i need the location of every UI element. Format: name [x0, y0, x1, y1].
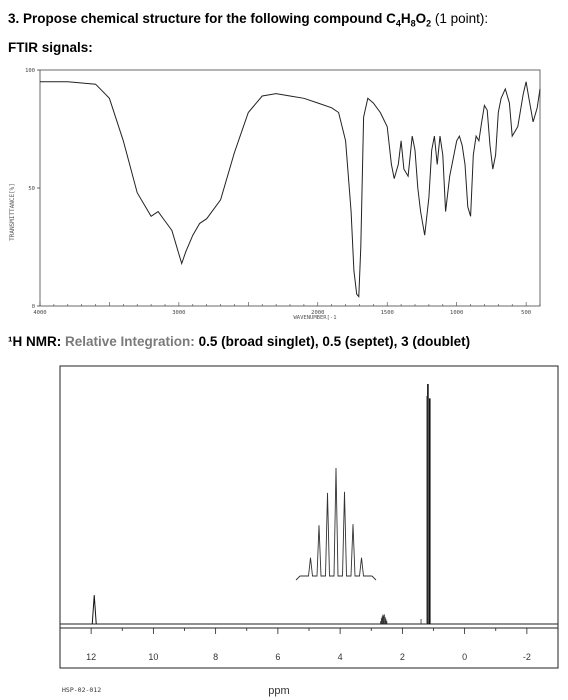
nmr-label-prefix: ¹H NMR: — [8, 334, 62, 349]
ftir-y-tick-label: 100 — [25, 68, 35, 74]
question-points: (1 point): — [434, 11, 489, 26]
nmr-axis-box — [59, 627, 559, 669]
nmr-x-tick-label: 4 — [338, 652, 343, 662]
ftir-x-tick-label: 4000 — [33, 310, 46, 316]
nmr-peak-septet — [380, 614, 388, 624]
nmr-plot-frame — [59, 365, 559, 629]
nmr-peak-broad-singlet — [91, 595, 97, 625]
nmr-x-tick-label: 10 — [148, 652, 158, 662]
question-text: Propose chemical structure for the follo… — [23, 11, 387, 26]
ftir-x-tick-label: 3000 — [172, 310, 185, 316]
question-title: 3. Propose chemical structure for the fo… — [8, 10, 564, 33]
formula: C4H8O2 — [386, 11, 432, 29]
ftir-y-tick-label: 0 — [32, 304, 35, 310]
nmr-label-integration: Relative Integration: — [65, 334, 195, 349]
nmr-x-tick-label: -2 — [523, 652, 531, 662]
nmr-x-tick-label: 8 — [213, 652, 218, 662]
nmr-spectrum-id: HSP-02-012 — [62, 686, 101, 694]
nmr-x-axis-label: ppm — [268, 685, 289, 697]
ftir-y-tick-label: 50 — [28, 186, 35, 192]
nmr-x-tick-label: 0 — [462, 652, 467, 662]
question-number: 3. — [8, 11, 20, 26]
nmr-x-tick-label: 6 — [275, 652, 280, 662]
nmr-spectrum-chart: 12 10 8 6 4 2 0 -2 ppm HSP-02-012 — [59, 365, 559, 697]
nmr-septet-inset-trace — [300, 467, 372, 577]
nmr-septet-inset — [295, 467, 377, 581]
nmr-section-label: ¹H NMR: Relative Integration: 0.5 (broad… — [8, 334, 470, 349]
nmr-septet-inset-ends — [295, 575, 377, 581]
nmr-x-tick-label: 2 — [400, 652, 405, 662]
nmr-label-values: 0.5 (broad singlet), 0.5 (septet), 3 (do… — [198, 334, 471, 349]
ftir-x-tick-label: 1500 — [381, 310, 394, 316]
ftir-y-axis-label: TRANSMITTANCE[%] — [9, 183, 16, 241]
ftir-x-axis-label: WAVENUMBER[-1 — [293, 315, 336, 321]
ftir-x-tick-label: 500 — [521, 310, 531, 316]
ftir-spectrum-chart: TRANSMITTANCE[%] WAVENUMBER[-1 100500400… — [9, 68, 541, 321]
ftir-x-tick-label: 1000 — [450, 310, 463, 316]
ftir-spectrum-line — [40, 81, 541, 298]
nmr-x-tick-label: 12 — [86, 652, 96, 662]
ftir-x-tick-label: 2000 — [311, 310, 324, 316]
ftir-section-label: FTIR signals: — [8, 40, 93, 55]
ftir-plot-frame — [39, 69, 541, 307]
